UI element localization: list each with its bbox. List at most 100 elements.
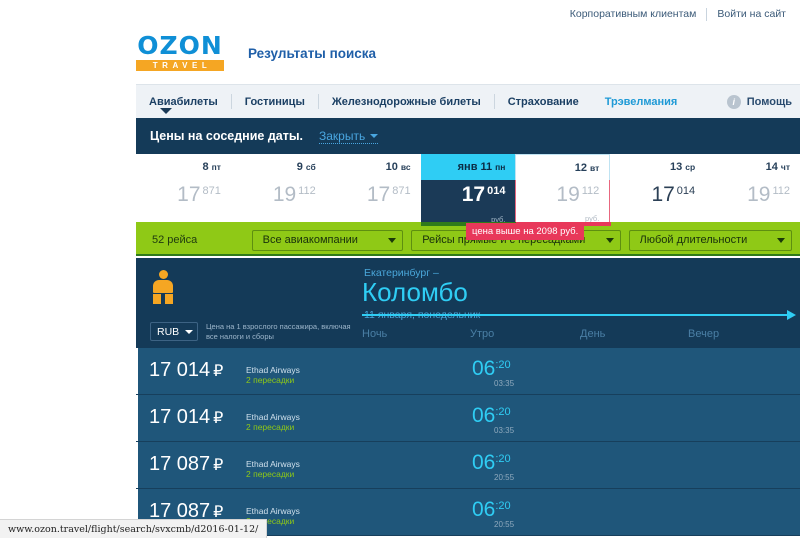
logo-wordmark: OZON — [137, 31, 223, 60]
flight-price-value: 17 014 — [149, 406, 211, 428]
flight-departure-hour: 06 — [472, 498, 496, 521]
duration-filter-value: Любой длительности — [639, 234, 748, 246]
flight-departure-minute: :20 — [495, 406, 511, 418]
date-cell-selected[interactable]: янв 11 пн 17 014 руб. — [420, 154, 516, 226]
time-label-morning: Утро — [470, 328, 495, 340]
ruble-icon: ₽ — [213, 410, 224, 427]
date-cell[interactable]: 13 ср 17 014 — [610, 154, 705, 226]
date-cell-day: 9 — [296, 161, 303, 173]
date-cell-price: 19 112 — [705, 180, 800, 226]
date-cell[interactable]: 10 вс 17 871 — [326, 154, 421, 226]
date-price-major: 17 — [651, 183, 675, 206]
flight-departure-time: 06:20 — [472, 498, 511, 522]
info-icon: i — [726, 94, 741, 109]
date-cell[interactable]: 9 сб 19 112 — [231, 154, 326, 226]
date-cell[interactable]: 8 пт 17 871 — [136, 154, 231, 226]
time-label-night: Ночь — [362, 328, 388, 340]
flight-duration: 03:35 — [494, 379, 515, 388]
airlines-filter-value: Все авиакомпании — [262, 234, 358, 246]
flights-count: 52 рейса — [152, 234, 198, 246]
nav-divider — [230, 94, 232, 109]
flight-duration: 20:55 — [494, 473, 515, 482]
flight-departure-minute: :20 — [495, 453, 511, 465]
close-dates-link[interactable]: Закрыть — [319, 129, 379, 144]
nav-item-travelmania[interactable]: Трэвелмания — [604, 95, 678, 108]
flight-stops: 2 пересадки — [246, 516, 295, 526]
flight-results-list: 17 014 ₽ Ethad Airways 2 пересадки 06:20 … — [136, 348, 800, 536]
main-nav: Авиабилеты Гостиницы Железнодорожные бил… — [136, 84, 800, 118]
time-axis-line — [362, 310, 796, 320]
date-cell-header: 8 пт — [136, 154, 231, 180]
logo-subtitle: TRAVEL — [136, 60, 224, 71]
date-cell[interactable]: 14 чт 19 112 — [705, 154, 800, 226]
date-cell-dow: пн — [495, 162, 506, 172]
date-cell-hovered[interactable]: 12 вт 19 112 руб. — [515, 154, 611, 226]
date-price-major: 17 — [177, 183, 201, 206]
date-cell-price: 19 112 — [231, 180, 326, 226]
flight-airline: Ethad Airways — [246, 506, 300, 516]
flight-departure-time: 06:20 — [472, 451, 511, 475]
flight-stops: 2 пересадки — [246, 469, 295, 479]
date-cell-day: 14 — [765, 161, 778, 173]
airlines-filter-select[interactable]: Все авиакомпании — [251, 229, 404, 251]
nav-item-hotels[interactable]: Гостиницы — [244, 95, 305, 108]
date-price-currency: руб. — [584, 214, 600, 223]
passenger-icon-head — [158, 270, 168, 279]
passenger-icon-legs — [153, 294, 173, 304]
date-cell-day: 8 — [202, 161, 209, 173]
nav-item-insurance[interactable]: Страхование — [507, 95, 579, 108]
nav-item-flights-label: Авиабилеты — [149, 95, 218, 108]
corporate-clients-link[interactable]: Корпоративным клиентам — [569, 8, 697, 20]
date-cell-price: 17 871 — [326, 180, 421, 226]
flight-price-value: 17 087 — [149, 453, 211, 475]
date-price-minor: 014 — [487, 185, 506, 197]
date-price-minor: 112 — [772, 185, 791, 197]
adjacent-dates-strip: 8 пт 17 871 9 сб 19 112 10 вс — [136, 154, 800, 226]
date-cell-dow: вт — [590, 162, 600, 173]
flight-price-value: 17 087 — [149, 500, 211, 522]
date-price-minor: 014 — [676, 185, 696, 197]
date-price-minor: 112 — [298, 185, 316, 197]
flight-departure-time: 06:20 — [472, 404, 511, 428]
date-cell-dow: вс — [400, 162, 411, 172]
date-price-major: 19 — [272, 183, 297, 206]
chevron-down-icon — [370, 134, 379, 139]
ozon-travel-logo[interactable]: OZON TRAVEL — [136, 33, 224, 71]
route-destination: Коломбо — [362, 277, 468, 307]
nav-item-trains[interactable]: Железнодорожные билеты — [331, 95, 481, 108]
flight-departure-hour: 06 — [472, 357, 496, 380]
ruble-icon: ₽ — [213, 363, 224, 380]
flight-stops: 2 пересадки — [246, 422, 295, 432]
flight-row[interactable]: 17 014 ₽ Ethad Airways 2 пересадки 06:20 … — [136, 348, 800, 395]
nav-help[interactable]: i Помощь — [726, 94, 800, 109]
currency-select[interactable]: RUB — [150, 322, 198, 341]
flight-duration: 03:35 — [494, 426, 515, 435]
chevron-down-icon — [777, 237, 785, 243]
flight-price: 17 087 ₽ — [149, 453, 223, 476]
flight-row[interactable]: 17 087 ₽ Ethad Airways 2 пересадки 06:20 … — [136, 442, 800, 489]
flight-airline: Ethad Airways — [246, 412, 300, 422]
login-link[interactable]: Войти на сайт — [717, 8, 786, 20]
chevron-down-icon — [388, 237, 397, 243]
flight-row[interactable]: 17 014 ₽ Ethad Airways 2 пересадки 06:20 … — [136, 395, 800, 442]
flight-airline: Ethad Airways — [246, 365, 300, 375]
date-price-major: 17 — [461, 183, 486, 206]
nav-divider — [317, 94, 319, 109]
time-label-day: День — [580, 328, 606, 340]
duration-filter-select[interactable]: Любой длительности — [628, 229, 792, 251]
flight-departure-time: 06:20 — [472, 357, 511, 381]
date-cell-dow: пт — [211, 162, 221, 172]
date-cell-header: 13 ср — [610, 154, 705, 180]
passenger-icon-body — [153, 280, 173, 293]
date-price-major: 17 — [366, 183, 391, 206]
date-cell-header: 12 вт — [515, 154, 611, 180]
date-cell-header: 10 вс — [326, 154, 421, 180]
flight-price: 17 087 ₽ — [149, 500, 223, 523]
page-title: Результаты поиска — [248, 46, 377, 61]
date-price-minor: 112 — [581, 185, 600, 197]
date-cell-header: 9 сб — [231, 154, 326, 180]
flight-price: 17 014 ₽ — [149, 406, 223, 429]
flight-stops: 2 пересадки — [246, 375, 295, 385]
nav-item-flights[interactable]: Авиабилеты — [136, 95, 231, 114]
